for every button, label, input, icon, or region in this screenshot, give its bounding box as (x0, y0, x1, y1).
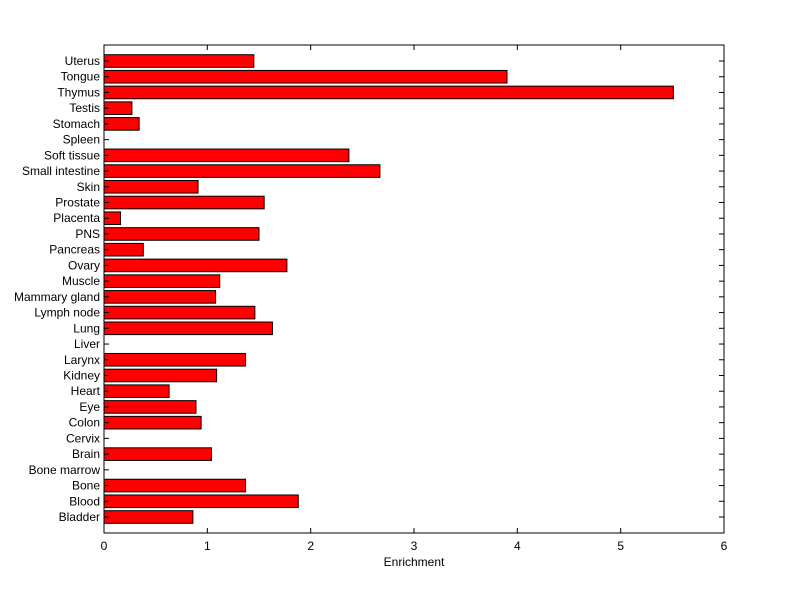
y-tick-label: Thymus (57, 85, 100, 99)
bar-stomach (103, 117, 140, 131)
bar-eye (103, 400, 197, 414)
y-tick-label: Small intestine (22, 164, 100, 178)
bar-blood (103, 494, 299, 509)
y-tick-label: Lymph node (34, 306, 100, 320)
bar-pancreas (103, 242, 144, 257)
y-tick-label: Bone marrow (29, 463, 101, 477)
x-tick-label: 1 (204, 539, 211, 553)
bar-mammary-gland (103, 290, 217, 304)
y-tick-label: Placenta (53, 211, 100, 225)
y-tick-label: Liver (74, 337, 100, 351)
bar-lymph-node (103, 305, 256, 320)
y-tick-label: Kidney (63, 368, 100, 382)
y-tick-label: Muscle (62, 274, 100, 288)
y-tick-label: Brain (72, 447, 100, 461)
y-tick-label: Pancreas (49, 243, 100, 257)
x-tick-label: 5 (617, 539, 624, 553)
y-tick-label: Colon (69, 416, 100, 430)
bar-soft-tissue (103, 148, 350, 163)
bar-uterus (103, 54, 255, 68)
y-tick-label: Cervix (66, 431, 100, 445)
y-tick-label: Skin (77, 180, 100, 194)
y-tick-label: Prostate (55, 196, 100, 210)
x-tick-label: 4 (514, 539, 521, 553)
bar-muscle (103, 274, 221, 288)
x-tick-label: 0 (101, 539, 108, 553)
y-tick-label: Bone (72, 479, 100, 493)
bar-small-intestine (103, 164, 381, 178)
y-tick-label: Blood (69, 494, 100, 508)
bar-skin (103, 179, 199, 194)
y-tick-label: Testis (69, 101, 100, 115)
bar-thymus (103, 85, 674, 100)
bar-heart (103, 384, 170, 399)
x-tick-label: 3 (411, 539, 418, 553)
x-axis-label: Enrichment (384, 555, 445, 569)
bar-prostate (103, 195, 265, 210)
bar-bladder (103, 510, 194, 524)
bar-colon (103, 415, 202, 430)
y-tick-label: Eye (79, 400, 100, 414)
y-tick-label: Heart (71, 384, 101, 398)
bar-larynx (103, 352, 247, 367)
y-tick-label: Larynx (64, 353, 100, 367)
y-tick-label: PNS (75, 227, 100, 241)
y-tick-label: Uterus (65, 54, 100, 68)
y-tick-label: Stomach (53, 117, 100, 131)
y-tick-label: Bladder (59, 510, 100, 524)
y-tick-label: Soft tissue (44, 148, 100, 162)
y-tick-label: Mammary gland (14, 290, 100, 304)
ticks-layer (103, 45, 725, 533)
y-tick-label: Spleen (63, 133, 100, 147)
bar-bone (103, 478, 247, 493)
bar-tongue (103, 69, 508, 84)
y-tick-label: Tongue (61, 70, 101, 84)
x-tick-label: 6 (721, 539, 728, 553)
y-tick-label: Lung (73, 321, 100, 335)
x-tick-label: 2 (307, 539, 314, 553)
bar-pns (103, 227, 260, 241)
bar-brain (103, 447, 212, 461)
bar-ovary (103, 258, 288, 273)
y-tick-label: Ovary (68, 258, 100, 272)
bar-lung (103, 321, 273, 336)
bar-kidney (103, 368, 218, 383)
